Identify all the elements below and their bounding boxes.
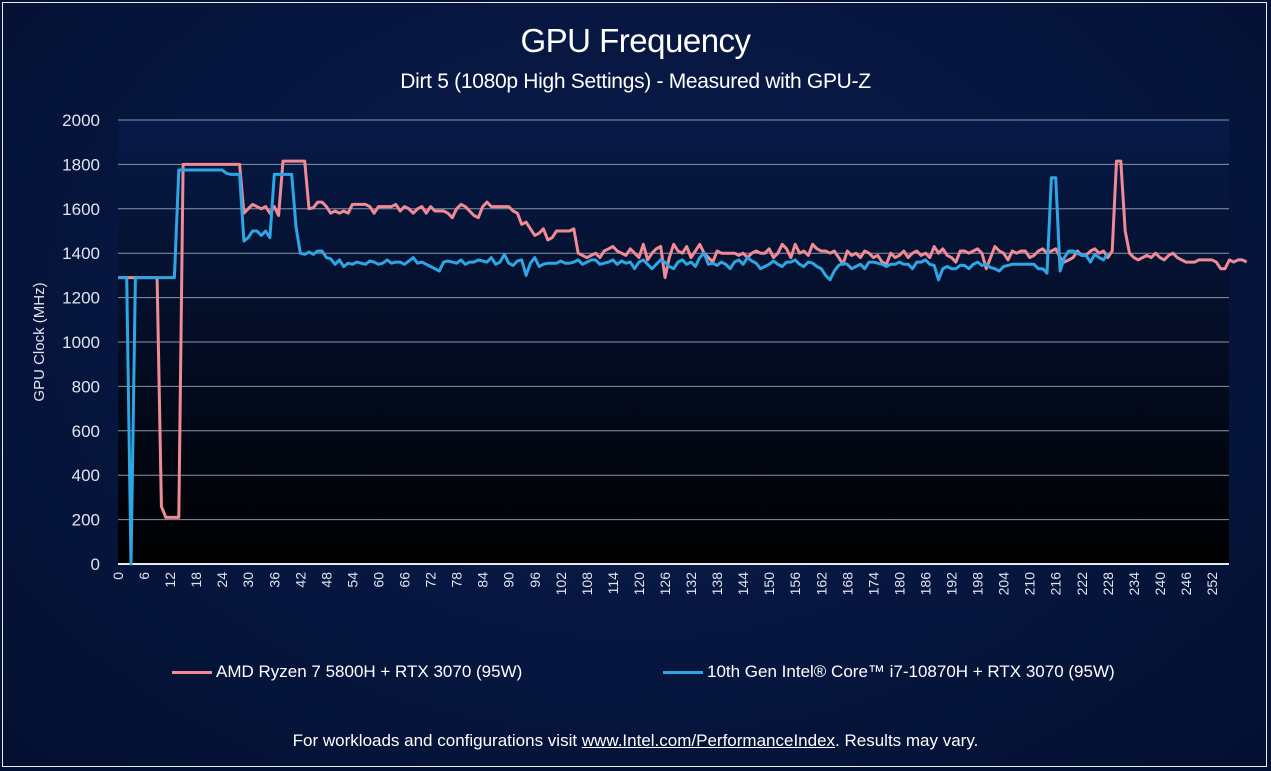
y-tick-label: 1800 bbox=[62, 155, 100, 174]
footer-prefix: For workloads and configurations visit bbox=[292, 731, 582, 750]
chart-subtitle: Dirt 5 (1080p High Settings) - Measured … bbox=[400, 70, 871, 93]
x-tick-label: 162 bbox=[813, 572, 829, 596]
y-axis-label: GPU Clock (MHz) bbox=[31, 282, 48, 401]
x-tick-label: 114 bbox=[605, 572, 621, 595]
footer-suffix: . Results may vary. bbox=[835, 731, 979, 750]
x-tick-label: 150 bbox=[761, 572, 777, 596]
x-tick-label: 72 bbox=[423, 572, 439, 588]
x-tick-label: 186 bbox=[917, 572, 933, 596]
x-tick-label: 126 bbox=[657, 572, 673, 596]
x-tick-label: 96 bbox=[527, 572, 543, 588]
x-tick-label: 6 bbox=[136, 572, 152, 580]
y-tick-label: 1000 bbox=[62, 333, 100, 352]
legend-item-amd: AMD Ryzen 7 5800H + RTX 3070 (95W) bbox=[172, 662, 522, 682]
y-tick-label: 2000 bbox=[62, 111, 100, 130]
x-tick-label: 48 bbox=[318, 572, 334, 588]
x-tick-label: 138 bbox=[709, 572, 725, 596]
x-tick-label: 90 bbox=[501, 572, 517, 588]
x-tick-label: 84 bbox=[475, 572, 491, 588]
performance-index-link[interactable]: www.Intel.com/PerformanceIndex bbox=[581, 731, 836, 750]
x-tick-label: 144 bbox=[735, 572, 751, 596]
x-tick-label: 204 bbox=[996, 572, 1012, 596]
legend-label-intel: 10th Gen Intel® Core™ i7-10870H + RTX 30… bbox=[707, 662, 1115, 681]
series-line-intel bbox=[118, 168, 1110, 566]
x-tick-label: 60 bbox=[370, 572, 386, 588]
y-tick-label: 600 bbox=[72, 422, 100, 441]
legend-swatch-amd bbox=[172, 670, 212, 674]
x-tick-label: 198 bbox=[970, 572, 986, 596]
y-tick-label: 1200 bbox=[62, 289, 100, 308]
legend-swatch-intel bbox=[663, 670, 703, 674]
series-lines bbox=[118, 159, 1248, 566]
gridlines bbox=[118, 119, 1229, 565]
x-tick-label: 12 bbox=[162, 572, 178, 588]
y-tick-label: 0 bbox=[91, 555, 100, 574]
x-tick-label: 54 bbox=[344, 572, 360, 588]
x-tick-label: 228 bbox=[1100, 572, 1116, 596]
x-tick-label: 246 bbox=[1178, 572, 1194, 596]
x-tick-label: 102 bbox=[553, 572, 569, 596]
x-tick-label: 192 bbox=[944, 572, 960, 596]
x-tick-label: 252 bbox=[1204, 572, 1220, 596]
y-axis-ticks: 0 200 400 600 800 1000 1200 1400 1600 1800 2000 bbox=[62, 111, 100, 574]
x-tick-label: 234 bbox=[1126, 572, 1142, 596]
x-tick-label: 78 bbox=[449, 572, 465, 588]
x-tick-label: 210 bbox=[1022, 572, 1038, 596]
x-tick-label: 168 bbox=[839, 572, 855, 596]
chart-title: GPU Frequency bbox=[520, 22, 751, 59]
x-tick-label: 156 bbox=[787, 572, 803, 596]
x-tick-label: 0 bbox=[110, 572, 126, 580]
x-tick-label: 132 bbox=[683, 572, 699, 596]
x-tick-label: 216 bbox=[1048, 572, 1064, 596]
x-tick-label: 24 bbox=[214, 572, 230, 588]
x-tick-label: 30 bbox=[240, 572, 256, 588]
x-tick-label: 120 bbox=[631, 572, 647, 596]
y-tick-label: 800 bbox=[72, 377, 100, 396]
x-tick-label: 42 bbox=[292, 572, 308, 588]
x-tick-label: 66 bbox=[397, 572, 413, 588]
x-axis-ticks: 0 6 12 18 24 30 36 42 48 54 60 66 72 78 84 90 96 102 108 11… bbox=[110, 572, 1220, 596]
legend-label-amd: AMD Ryzen 7 5800H + RTX 3070 (95W) bbox=[216, 662, 523, 681]
y-tick-label: 1600 bbox=[62, 200, 100, 219]
x-tick-label: 180 bbox=[891, 572, 907, 596]
footer-disclaimer: For workloads and configurations visit w… bbox=[0, 731, 1271, 751]
x-tick-label: 36 bbox=[266, 572, 282, 588]
x-tick-label: 174 bbox=[865, 572, 881, 596]
legend-item-intel: 10th Gen Intel® Core™ i7-10870H + RTX 30… bbox=[663, 662, 1115, 682]
y-tick-label: 400 bbox=[72, 466, 100, 485]
x-tick-label: 240 bbox=[1152, 572, 1168, 596]
x-tick-label: 18 bbox=[188, 572, 204, 588]
y-tick-label: 1400 bbox=[62, 244, 100, 263]
x-tick-label: 108 bbox=[579, 572, 595, 596]
x-tick-label: 222 bbox=[1074, 572, 1090, 596]
y-tick-label: 200 bbox=[72, 511, 100, 530]
